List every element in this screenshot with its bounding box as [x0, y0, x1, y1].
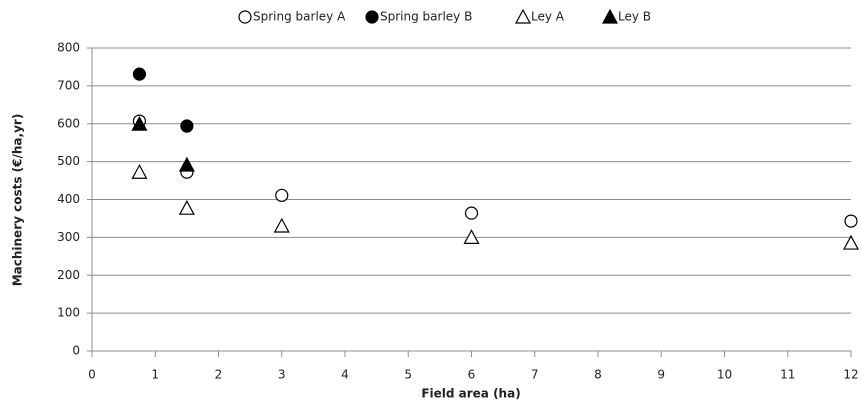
data-point [178, 156, 195, 172]
y-tick-label: 300 [57, 230, 80, 244]
x-tick-label: 6 [468, 368, 476, 382]
data-point [275, 188, 289, 202]
y-tick-label: 800 [57, 41, 80, 55]
y-tick-label: 200 [57, 268, 80, 282]
x-tick-label: 11 [780, 368, 795, 382]
legend-label: Ley A [531, 10, 565, 24]
x-tick-label: 3 [278, 368, 286, 382]
x-axis-title: Field area (ha) [421, 387, 520, 401]
data-point [131, 115, 148, 131]
x-tick-label: 2 [215, 368, 223, 382]
y-tick-label: 100 [57, 306, 80, 320]
legend-label: Ley B [618, 10, 651, 24]
legend-marker [601, 8, 619, 24]
x-tick-label: 9 [657, 368, 665, 382]
x-tick-label: 0 [88, 368, 96, 382]
y-tick-label: 0 [72, 344, 80, 358]
x-tick-label: 5 [404, 368, 412, 382]
x-tick-label: 10 [717, 368, 732, 382]
data-point [178, 199, 195, 215]
y-tick-label: 400 [57, 192, 80, 206]
legend-marker [238, 10, 252, 24]
y-tick-label: 700 [57, 78, 80, 92]
legend-marker [365, 10, 379, 24]
data-point [132, 67, 147, 81]
data-point [842, 234, 860, 250]
data-point [180, 119, 194, 133]
legend-label: Spring barley B [380, 10, 472, 24]
y-axis-title: Machinery costs (€/ha,yr) [11, 114, 25, 287]
y-tick-label: 500 [57, 154, 80, 168]
data-point [131, 163, 148, 179]
data-point [844, 214, 858, 228]
data-point [463, 229, 480, 244]
data-point [464, 206, 479, 220]
x-tick-label: 4 [341, 368, 349, 382]
data-point [273, 217, 290, 233]
x-tick-label: 8 [594, 368, 602, 382]
x-tick-label: 12 [843, 368, 858, 382]
legend-marker [514, 8, 532, 24]
y-tick-label: 600 [57, 116, 80, 130]
x-tick-label: 1 [151, 368, 159, 382]
legend-label: Spring barley A [253, 10, 346, 24]
x-tick-label: 7 [531, 368, 539, 382]
